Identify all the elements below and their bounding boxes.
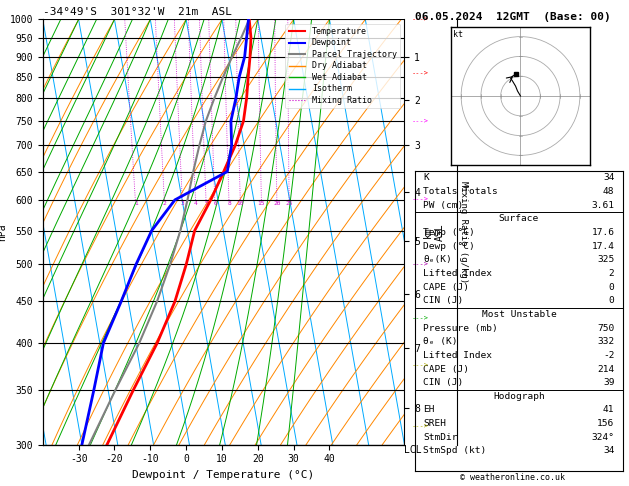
Text: Pressure (mb): Pressure (mb) — [423, 324, 498, 332]
Text: 17.4: 17.4 — [591, 242, 615, 251]
Text: 332: 332 — [597, 337, 615, 346]
Text: 15: 15 — [258, 201, 265, 206]
Text: 48: 48 — [603, 187, 615, 196]
Text: -2: -2 — [603, 351, 615, 360]
Text: StmDir: StmDir — [423, 433, 458, 442]
Text: 25: 25 — [286, 201, 293, 206]
Text: © weatheronline.co.uk: © weatheronline.co.uk — [460, 473, 565, 482]
Text: 3.61: 3.61 — [591, 201, 615, 209]
Text: Totals Totals: Totals Totals — [423, 187, 498, 196]
Y-axis label: hPa: hPa — [0, 223, 7, 241]
Text: Surface: Surface — [499, 214, 539, 224]
Text: 1: 1 — [134, 201, 138, 206]
Text: 06.05.2024  12GMT  (Base: 00): 06.05.2024 12GMT (Base: 00) — [415, 12, 611, 22]
Text: 41: 41 — [603, 405, 615, 415]
Legend: Temperature, Dewpoint, Parcel Trajectory, Dry Adiabat, Wet Adiabat, Isotherm, Mi: Temperature, Dewpoint, Parcel Trajectory… — [286, 24, 400, 108]
Text: SREH: SREH — [423, 419, 447, 428]
Text: 34: 34 — [603, 447, 615, 455]
Y-axis label: km
ASL: km ASL — [423, 223, 445, 241]
Text: --->: ---> — [412, 118, 429, 124]
Text: EH: EH — [423, 405, 435, 415]
Text: 5: 5 — [204, 201, 208, 206]
Text: CIN (J): CIN (J) — [423, 296, 464, 305]
Text: Most Unstable: Most Unstable — [482, 310, 556, 319]
Text: -34°49'S  301°32'W  21m  ASL: -34°49'S 301°32'W 21m ASL — [43, 7, 231, 17]
Text: K: K — [423, 174, 429, 182]
Text: 17.6: 17.6 — [591, 228, 615, 237]
Text: θₑ(K): θₑ(K) — [423, 255, 452, 264]
Text: 20: 20 — [273, 201, 281, 206]
Text: 0: 0 — [609, 283, 615, 292]
Text: 4: 4 — [194, 201, 198, 206]
Text: --->: ---> — [412, 363, 429, 369]
Text: 324°: 324° — [591, 433, 615, 442]
Text: 0: 0 — [609, 296, 615, 305]
X-axis label: Dewpoint / Temperature (°C): Dewpoint / Temperature (°C) — [133, 470, 314, 480]
Text: Temp (°C): Temp (°C) — [423, 228, 475, 237]
Text: --->: ---> — [412, 261, 429, 267]
Text: 325: 325 — [597, 255, 615, 264]
Text: 39: 39 — [603, 378, 615, 387]
Text: 750: 750 — [597, 324, 615, 332]
Text: CAPE (J): CAPE (J) — [423, 283, 469, 292]
Text: Lifted Index: Lifted Index — [423, 351, 493, 360]
Text: Hodograph: Hodograph — [493, 392, 545, 401]
Text: 214: 214 — [597, 364, 615, 374]
Text: Dewp (°C): Dewp (°C) — [423, 242, 475, 251]
Y-axis label: Mixing Ratio (g/kg): Mixing Ratio (g/kg) — [459, 181, 469, 283]
Text: 10: 10 — [237, 201, 244, 206]
Text: --->: ---> — [412, 197, 429, 203]
Text: 8: 8 — [227, 201, 231, 206]
Text: θₑ (K): θₑ (K) — [423, 337, 458, 346]
Text: 2: 2 — [609, 269, 615, 278]
Text: 34: 34 — [603, 174, 615, 182]
Text: Lifted Index: Lifted Index — [423, 269, 493, 278]
Text: 6: 6 — [213, 201, 217, 206]
Text: --->: ---> — [412, 316, 429, 322]
Text: 156: 156 — [597, 419, 615, 428]
Text: LCL: LCL — [404, 445, 422, 455]
Text: 2: 2 — [163, 201, 167, 206]
Text: --->: ---> — [412, 424, 429, 430]
Text: --->: ---> — [412, 17, 429, 22]
Text: StmSpd (kt): StmSpd (kt) — [423, 447, 487, 455]
Text: CIN (J): CIN (J) — [423, 378, 464, 387]
Text: 3: 3 — [181, 201, 184, 206]
Text: PW (cm): PW (cm) — [423, 201, 464, 209]
Text: kt: kt — [454, 30, 463, 38]
Text: CAPE (J): CAPE (J) — [423, 364, 469, 374]
Text: --->: ---> — [412, 71, 429, 77]
